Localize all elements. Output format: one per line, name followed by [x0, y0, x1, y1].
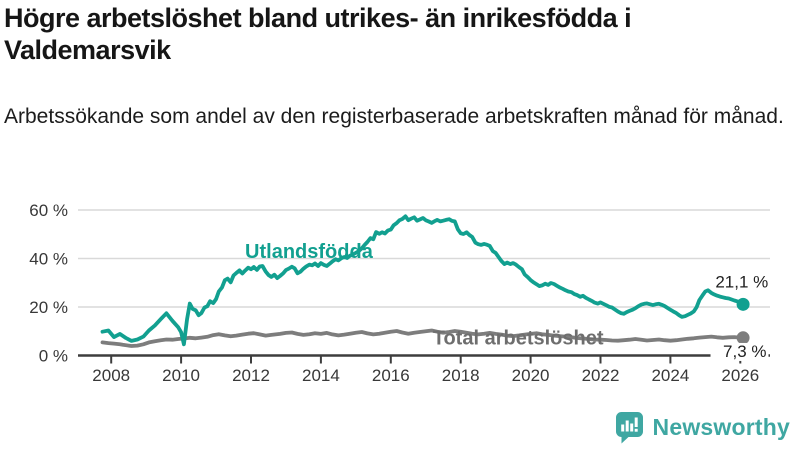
y-axis-tick-label: 20 %	[29, 298, 68, 317]
x-axis-tick-label: 2018	[442, 366, 480, 385]
x-axis-tick-label: 2016	[372, 366, 410, 385]
page-subtitle: Arbetssökande som andel av den registerb…	[4, 105, 784, 128]
series-label: Total arbetslöshet	[433, 327, 604, 349]
end-value-label: 21,1 %	[715, 273, 768, 292]
logo-bar-chart-glyph	[620, 417, 638, 432]
newsworthy-logo-icon	[615, 412, 643, 444]
x-axis-tick-label: 2008	[92, 366, 130, 385]
end-label-halo	[710, 342, 769, 361]
series-end-dot	[736, 297, 750, 311]
brand-name: Newsworthy	[652, 414, 790, 440]
y-axis-tick-label: 40 %	[29, 250, 68, 269]
x-axis-tick-label: 2014	[302, 366, 340, 385]
series-end-dot	[736, 331, 750, 345]
chart-svg: 0 % 20 % 40 % 60 % 2008 2010 2012 2014 2016 2018 2…	[29, 201, 770, 385]
x-axis-tick-label: 2024	[651, 366, 689, 385]
series-line-total-arbetsl-shet	[100, 328, 745, 348]
x-axis-tick-label: 2010	[162, 366, 200, 385]
end-value-label: 7,3 %	[723, 342, 766, 361]
y-axis-tick-label: 60 %	[29, 201, 68, 220]
y-axis-tick-label: 0 %	[39, 347, 68, 366]
x-axis-tick-label: 2012	[232, 366, 270, 385]
series-label: Utlandsfödda	[245, 241, 374, 263]
logo-bubble-shape	[615, 412, 643, 444]
x-axis-tick-label: 2022	[582, 366, 620, 385]
series-line-utlandsf-dda	[100, 214, 745, 347]
page-title: Högre arbetslöshet bland utrikes- än inr…	[4, 3, 632, 66]
x-axis-tick-label: 2020	[512, 366, 550, 385]
x-axis-tick-label: 2026	[721, 366, 759, 385]
brand-footer: Newsworthy	[615, 411, 790, 444]
